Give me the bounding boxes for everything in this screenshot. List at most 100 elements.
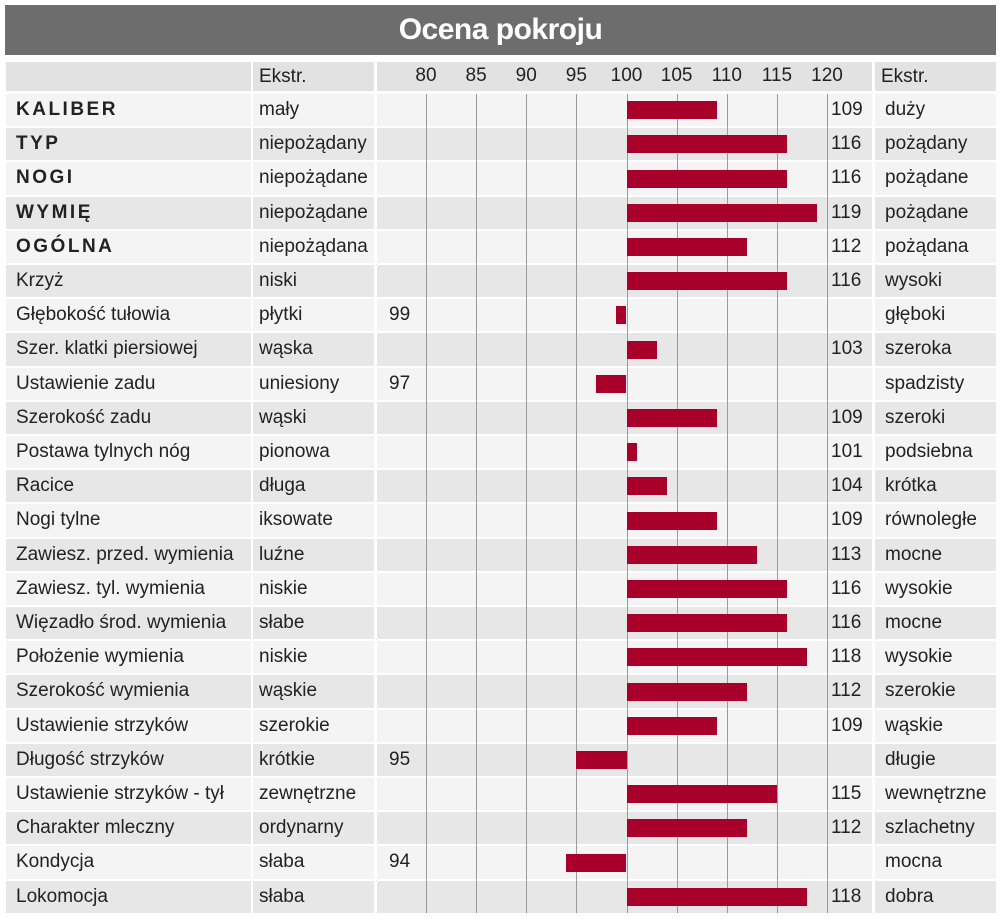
x-tick-label: 110 [711,65,742,86]
bar [626,545,757,564]
bar [626,614,787,633]
high-extreme-label: duży [875,94,996,127]
value-label: 112 [831,817,862,839]
plot-row-background [377,230,872,263]
plot-row-background [377,778,872,811]
trait-name: Głębokość tułowia [6,299,251,332]
low-extreme-label: uniesiony [253,367,374,400]
x-tick-label: 105 [660,65,693,86]
bar [566,853,627,872]
high-extreme-label: głęboki [875,299,996,332]
plot-row-background [377,504,872,537]
high-extreme-label: dobra [875,880,996,913]
bar [616,306,627,325]
bar [626,579,787,598]
plot-row-background [377,436,872,469]
x-tick-label: 120 [811,65,843,86]
chart-title: Ocena pokroju [5,5,996,55]
trait-name: Szer. klatki piersiowej [6,333,251,366]
value-label: 118 [831,646,862,668]
value-label: 116 [831,133,862,155]
gridline [476,94,477,913]
low-extreme-label: niskie [253,641,374,674]
high-extreme-label: mocne [875,538,996,571]
high-extreme-label: wewnętrzne [875,778,996,811]
gridline [827,94,828,913]
bar [596,374,627,393]
plot-row-background [377,607,872,640]
high-extreme-label: pożądana [875,230,996,263]
value-label: 112 [831,235,862,257]
trait-name: Więzadło środ. wymienia [6,607,251,640]
x-tick-label: 90 [515,65,537,86]
value-label: 99 [389,304,411,326]
bar [626,477,667,496]
low-extreme-label: mały [253,94,374,127]
low-extreme-label: słaba [253,846,374,879]
value-label: 116 [831,167,862,189]
low-extreme-label: wąska [253,333,374,366]
plot-row-background [377,401,872,434]
value-label: 97 [389,372,411,394]
trait-name: Szerokość wymienia [6,675,251,708]
bar [626,511,717,530]
low-extreme-label: wąskie [253,675,374,708]
bar [626,819,747,838]
low-extreme-label: słaba [253,880,374,913]
bar [626,443,637,462]
high-extreme-label: krótka [875,470,996,503]
high-extreme-label: pożądany [875,128,996,161]
low-extreme-label: zewnętrzne [253,778,374,811]
bar [626,169,787,188]
x-tick-label: 80 [415,65,437,86]
value-label: 109 [831,99,863,120]
trait-name: Lokomocja [6,880,251,913]
value-label: 112 [831,680,862,702]
gridline [727,94,728,913]
low-extreme-label: niepożądana [253,230,374,263]
high-extreme-label: równoległe [875,504,996,537]
value-label: 104 [831,475,863,497]
trait-name: Krzyż [6,265,251,298]
gridline [677,94,678,913]
trait-name: Kondycja [6,846,251,879]
high-extreme-label: pożądane [875,196,996,229]
bar [626,648,807,667]
trait-name: Nogi tylne [6,504,251,537]
bar [626,682,747,701]
high-extreme-label: wysokie [875,572,996,605]
trait-name: Postawa tylnych nóg [6,436,251,469]
high-extreme-label: pożądane [875,162,996,195]
gridline [777,94,778,913]
low-extreme-label: iksowate [253,504,374,537]
plot-row-background [377,162,872,195]
gridline [526,94,527,913]
low-extreme-label: długa [253,470,374,503]
bar [626,785,777,804]
value-label: 119 [831,201,862,223]
plot-row-background [377,94,872,127]
low-extreme-label: płytki [253,299,374,332]
bar [626,237,747,256]
plot-row-background [377,265,872,298]
trait-name: NOGI [6,162,251,195]
plot-row-background [377,333,872,366]
high-extreme-label: szeroka [875,333,996,366]
value-label: 109 [831,509,863,531]
low-extreme-label: luźne [253,538,374,571]
gridline [576,94,577,913]
trait-name: Położenie wymienia [6,641,251,674]
trait-name: OGÓLNA [6,230,251,263]
trait-name: Charakter mleczny [6,812,251,845]
value-label: 116 [831,270,862,291]
low-extreme-label: niepożądane [253,162,374,195]
low-extreme-label: niepożądane [253,196,374,229]
high-extreme-label: wysokie [875,641,996,674]
x-tick-label: 95 [565,65,587,86]
trait-name: KALIBER [6,94,251,127]
trait-name: Zawiesz. tyl. wymienia [6,572,251,605]
value-label: 109 [831,406,863,428]
bar [626,101,717,120]
plot-row-background [377,128,872,161]
value-label: 113 [831,543,862,565]
